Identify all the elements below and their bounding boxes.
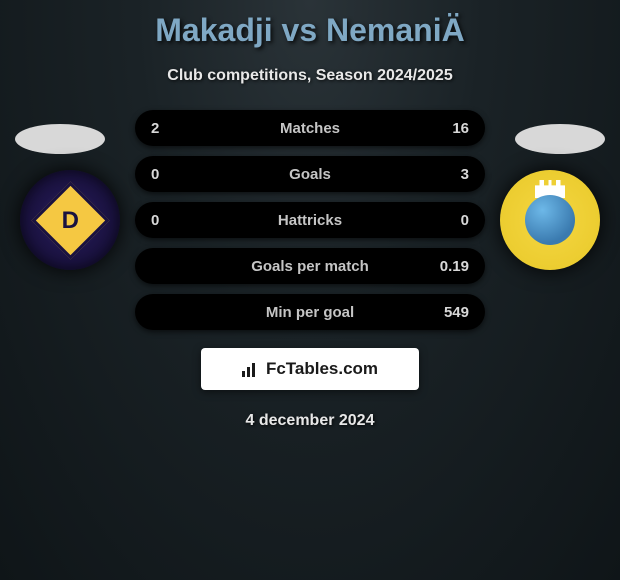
stat-row-matches: 2 Matches 16 — [135, 110, 485, 146]
stat-row-hattricks: 0 Hattricks 0 — [135, 202, 485, 238]
subtitle: Club competitions, Season 2024/2025 — [0, 67, 620, 85]
stat-label: Goals per match — [251, 258, 369, 275]
stat-label: Min per goal — [266, 304, 354, 321]
stat-right-value: 0.19 — [429, 258, 469, 275]
stat-row-mpg: Min per goal 549 — [135, 294, 485, 330]
stat-right-value: 16 — [429, 120, 469, 137]
badge-diamond: D — [31, 181, 109, 259]
player-left-placeholder — [15, 124, 105, 154]
stats-table: 2 Matches 16 0 Goals 3 0 Hattricks 0 Goa… — [135, 110, 485, 330]
stat-right-value: 3 — [429, 166, 469, 183]
stat-right-value: 549 — [429, 304, 469, 321]
player-right-placeholder — [515, 124, 605, 154]
stat-right-value: 0 — [429, 212, 469, 229]
badge-letter: D — [61, 206, 78, 234]
team-badge-right — [500, 170, 600, 270]
stat-label: Matches — [280, 120, 340, 137]
comparison-section: D 2 Matches 16 0 Goals 3 0 Hattricks 0 G… — [0, 110, 620, 430]
badge-ball-icon — [525, 195, 575, 245]
stat-row-gpm: Goals per match 0.19 — [135, 248, 485, 284]
logo-label: FcTables.com — [266, 359, 378, 379]
stat-label: Hattricks — [278, 212, 342, 229]
stat-left-value: 2 — [151, 120, 191, 137]
stat-row-goals: 0 Goals 3 — [135, 156, 485, 192]
date-label: 4 december 2024 — [0, 412, 620, 430]
team-badge-left: D — [20, 170, 120, 270]
logo-text: FcTables.com — [242, 359, 378, 379]
stat-left-value: 0 — [151, 212, 191, 229]
bars-icon — [242, 361, 262, 377]
fctables-logo[interactable]: FcTables.com — [201, 348, 419, 390]
page-title: Makadji vs NemaniÄ — [0, 0, 620, 49]
stat-left-value: 0 — [151, 166, 191, 183]
stat-label: Goals — [289, 166, 331, 183]
